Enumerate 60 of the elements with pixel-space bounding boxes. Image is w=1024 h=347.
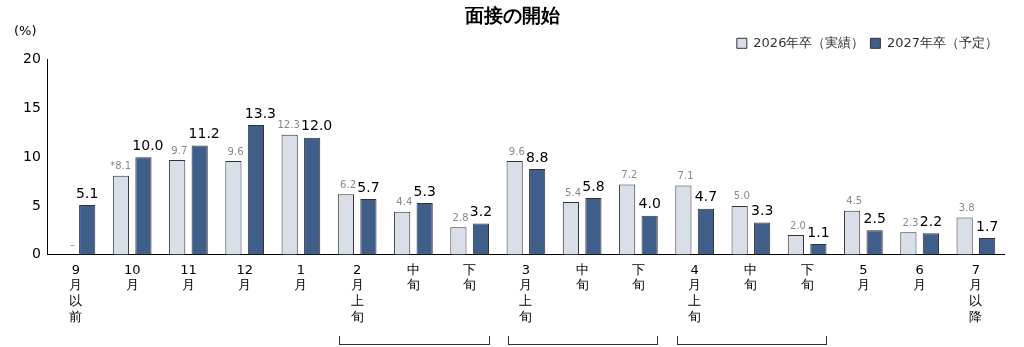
data-label: 5.8 xyxy=(582,177,605,194)
data-label: 5.0 xyxy=(733,190,750,202)
x-tick-label: 中旬 xyxy=(406,261,420,293)
x-tick-label: 1月 xyxy=(294,261,308,293)
x-tick-label: 3月上旬 xyxy=(519,261,533,324)
data-label: 4.5 xyxy=(846,195,863,207)
x-tick-label: 5月 xyxy=(856,261,870,293)
data-label: 10.0 xyxy=(132,136,164,153)
data-label: 1.1 xyxy=(807,223,830,240)
legend-label: 2026年卒（実績） xyxy=(753,34,865,50)
data-label: 9.6 xyxy=(227,145,244,157)
data-label: 2.0 xyxy=(790,219,806,231)
y-axis-title: (%) xyxy=(14,23,37,39)
data-label: 1.7 xyxy=(976,217,999,234)
data-label: 2.8 xyxy=(452,211,469,223)
data-label: 13.3 xyxy=(244,104,276,121)
y-tick-label: 10 xyxy=(22,147,41,164)
data-label: 5.3 xyxy=(413,182,436,199)
data-label: *8.1 xyxy=(110,160,132,172)
data-label: 11.2 xyxy=(188,125,220,142)
data-label: 12.0 xyxy=(301,117,333,134)
data-label: 5.4 xyxy=(565,186,581,198)
data-label: 2.2 xyxy=(919,212,943,229)
x-tick-label: 12月 xyxy=(236,261,253,293)
y-tick-label: 5 xyxy=(31,196,41,213)
x-tick-label: 下旬 xyxy=(631,261,645,293)
y-tick-label: 15 xyxy=(22,99,41,116)
x-tick-label: 中旬 xyxy=(575,261,589,293)
data-label: 9.7 xyxy=(171,144,188,156)
y-tick-label: 20 xyxy=(22,50,41,67)
data-label: 7.2 xyxy=(621,169,638,181)
data-label: 5.7 xyxy=(357,178,380,195)
chart-title: 面接の開始 xyxy=(463,4,561,27)
x-tick-label: 下旬 xyxy=(800,261,814,293)
x-tick-label: 7月以降 xyxy=(969,261,983,324)
data-label: 8.8 xyxy=(526,148,549,165)
data-label: 12.3 xyxy=(277,119,300,131)
data-label: 2.5 xyxy=(863,209,886,226)
data-label: 3.2 xyxy=(469,203,493,220)
x-tick-label: 2月上旬 xyxy=(350,261,364,324)
data-label: 6.2 xyxy=(340,178,357,190)
data-label: 3.3 xyxy=(751,202,774,219)
x-tick-label: 4月上旬 xyxy=(688,261,702,324)
x-tick-label: 9月以前 xyxy=(69,261,83,324)
data-label: 3.8 xyxy=(958,202,975,214)
data-label: 4.4 xyxy=(396,196,413,208)
data-label: 2.3 xyxy=(902,216,919,228)
x-tick-label: 11月 xyxy=(180,261,197,293)
data-label: 4.0 xyxy=(638,195,661,212)
y-tick-label: 0 xyxy=(31,245,41,262)
x-tick-label: 10月 xyxy=(123,261,141,293)
data-label: 5.1 xyxy=(76,184,99,201)
data-label: 7.1 xyxy=(677,170,694,182)
data-label: 4.7 xyxy=(694,188,718,205)
x-tick-label: 下旬 xyxy=(463,261,477,293)
legend-label: 2027年卒（予定） xyxy=(886,34,999,50)
x-tick-label: 6月 xyxy=(913,261,927,293)
data-label: 9.6 xyxy=(508,145,525,157)
text: – xyxy=(69,239,75,251)
x-tick-label: 中旬 xyxy=(744,261,758,293)
